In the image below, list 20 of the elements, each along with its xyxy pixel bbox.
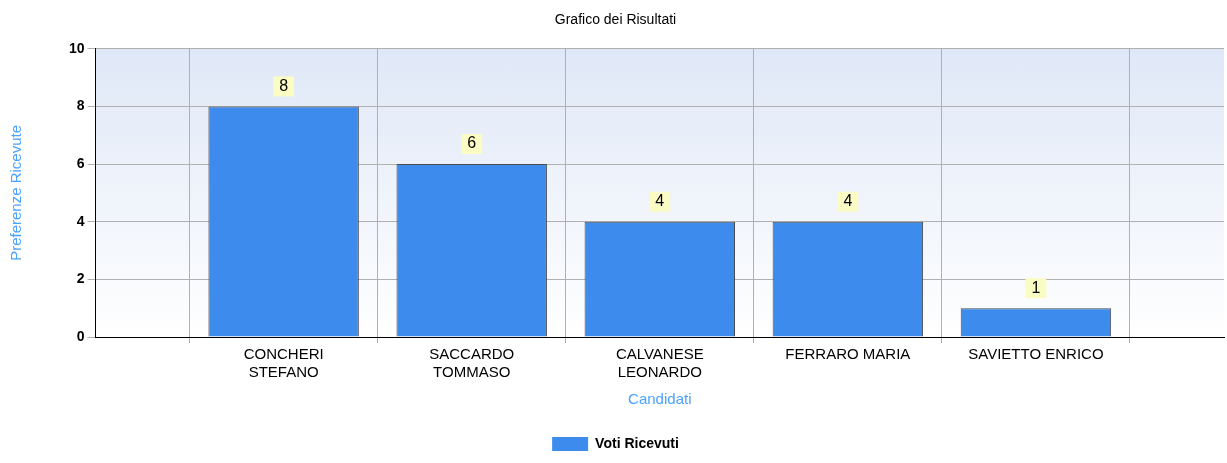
data-label: 4 [655, 192, 665, 210]
x-tick-label: CONCHERI STEFANO [243, 345, 324, 381]
x-tick-label: SAVIETTO ENRICO [968, 345, 1104, 363]
chart-title: Grafico dei Risultati [554, 11, 677, 28]
legend-label: Voti Ricevuti [595, 434, 679, 451]
y-tick-label: 8 [76, 97, 85, 114]
y-tick-label: 10 [68, 39, 85, 56]
data-label: 1 [1031, 278, 1041, 296]
data-label: 6 [467, 134, 477, 152]
x-tick-label: CALVANESE LEONARDO [615, 345, 704, 381]
data-label: 8 [279, 76, 289, 94]
y-tick-label: 4 [76, 212, 85, 229]
x-axis-title: Candidati [628, 390, 692, 408]
x-tick-label: SACCARDO TOMMASO [429, 345, 515, 381]
y-tick-label: 6 [76, 154, 85, 171]
y-tick-label: 0 [76, 327, 85, 344]
x-tick-label: FERRARO MARIA [785, 345, 911, 363]
y-axis-title: Preferenze Ricevute [7, 124, 25, 261]
data-label: 4 [843, 192, 853, 210]
y-tick-label: 2 [76, 270, 85, 287]
